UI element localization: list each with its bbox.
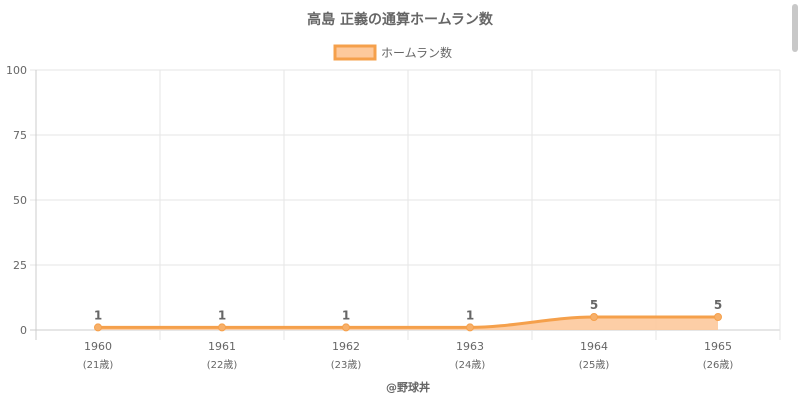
data-point: [94, 323, 102, 332]
legend-swatch: [333, 44, 377, 61]
data-point: [590, 313, 598, 321]
x-tick-sublabel: (26歳): [703, 359, 734, 371]
grid: [30, 69, 781, 340]
x-tick-sublabel: (25歳): [579, 359, 610, 371]
x-tick-label: 1963: [456, 340, 484, 353]
y-axis: 0 25 50 75 100: [6, 64, 27, 337]
data-labels: 1 1 1 1 5 5: [94, 298, 722, 322]
x-tick-sublabel: (22歳): [207, 359, 238, 371]
scrollbar[interactable]: [792, 4, 798, 52]
x-tick-sublabel: (23歳): [331, 359, 362, 371]
data-label: 1: [218, 308, 226, 322]
data-points: [94, 313, 722, 332]
x-tick-sublabel: (24歳): [455, 359, 486, 371]
data-point: [714, 313, 722, 321]
chart-title: 高島 正義の通算ホームラン数: [307, 11, 494, 28]
y-tick-label: 75: [13, 129, 27, 142]
y-tick-label: 100: [6, 64, 27, 77]
x-tick-sublabel: (21歳): [83, 359, 114, 371]
data-label: 1: [94, 308, 102, 322]
x-tick-label: 1965: [704, 340, 732, 353]
data-label: 5: [714, 298, 722, 312]
legend[interactable]: ホームラン数: [333, 44, 452, 61]
x-axis: 1960 (21歳) 1961 (22歳) 1962 (23歳) 1963 (24歳) 1964…: [83, 340, 734, 371]
x-tick-label: 1962: [332, 340, 360, 353]
data-point: [218, 323, 226, 332]
y-tick-label: 50: [13, 194, 27, 207]
data-point: [466, 323, 474, 332]
y-tick-label: 0: [20, 324, 27, 337]
legend-label: ホームラン数: [381, 45, 452, 60]
y-tick-label: 25: [13, 259, 27, 272]
data-label: 5: [590, 298, 598, 312]
credit-text: @野球丼: [386, 380, 430, 394]
data-point: [342, 323, 350, 332]
x-tick-label: 1964: [580, 340, 608, 353]
series-line: [97, 315, 718, 329]
x-tick-label: 1961: [208, 340, 236, 353]
x-tick-label: 1960: [84, 340, 112, 353]
data-label: 1: [342, 308, 350, 322]
data-label: 1: [466, 308, 474, 322]
